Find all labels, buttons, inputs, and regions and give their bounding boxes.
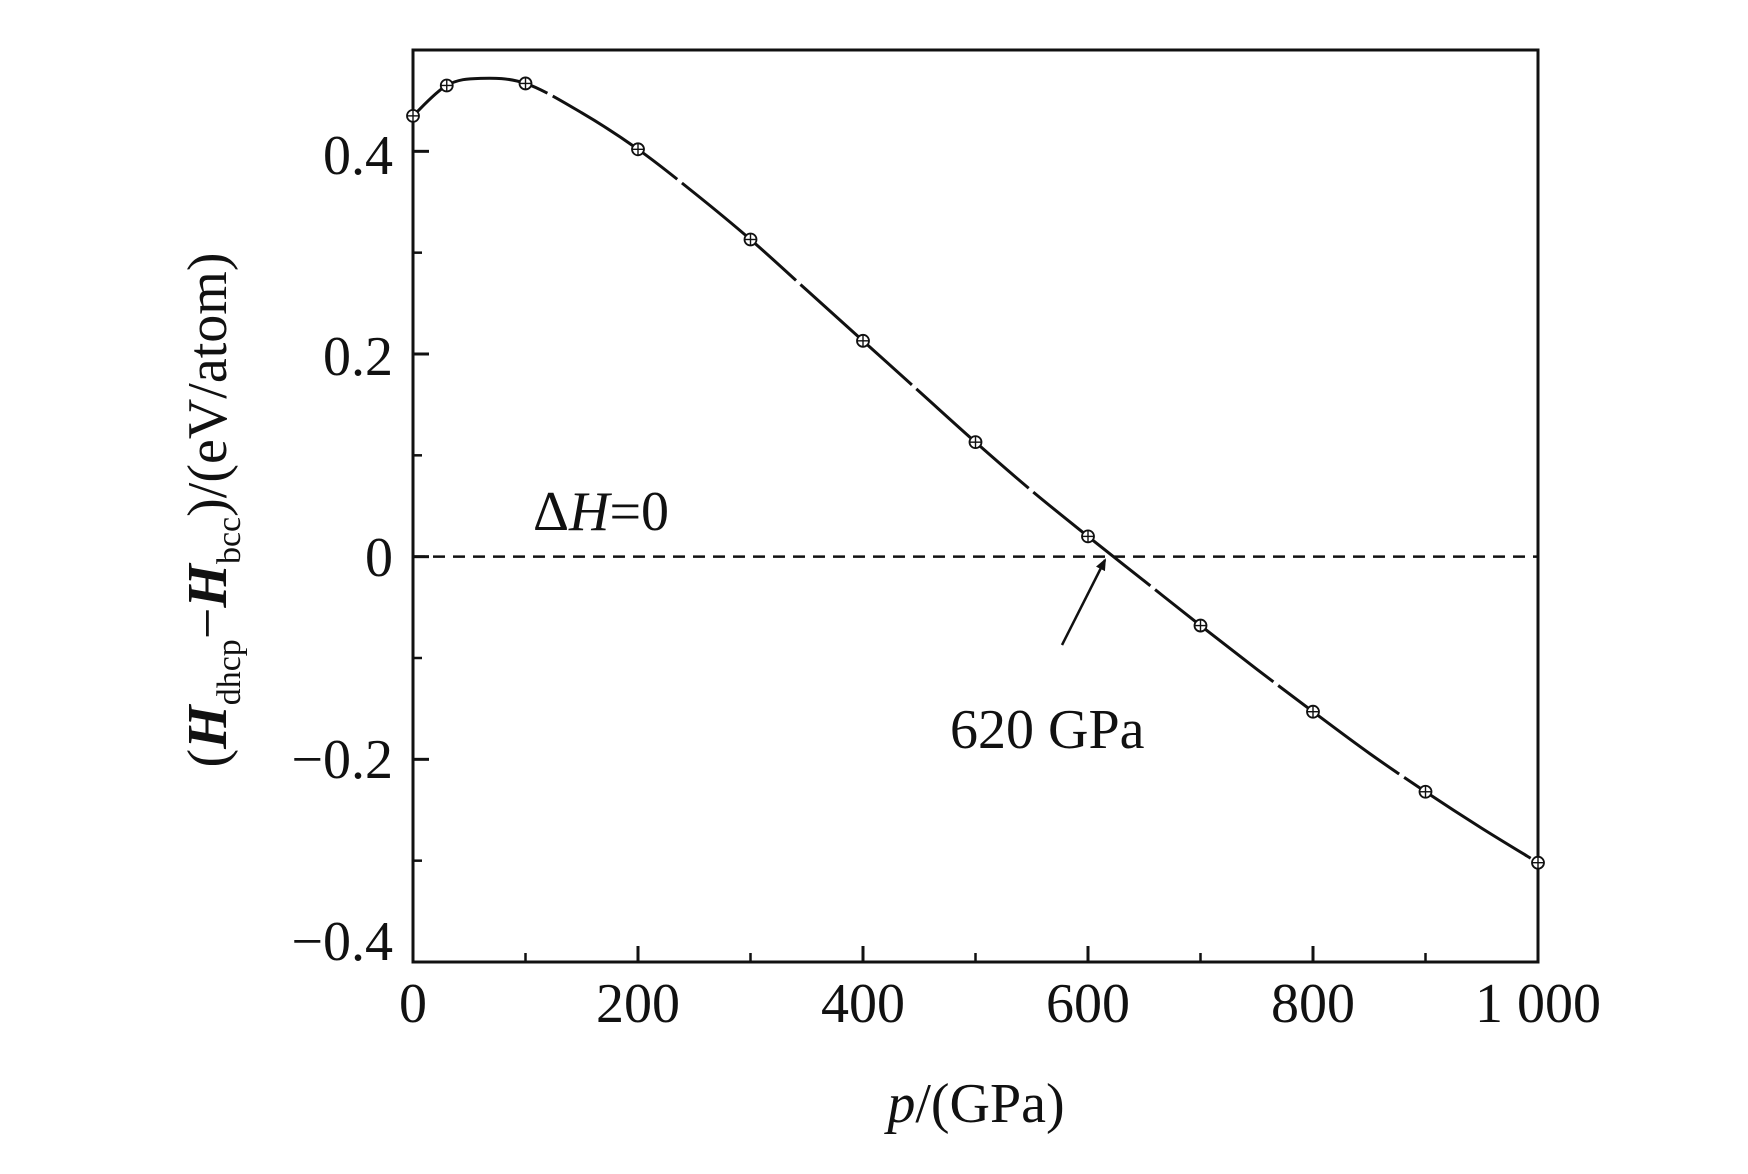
y-axis-sub2: bcc (211, 517, 248, 564)
x-tick-label: 200 (596, 973, 680, 1035)
data-point-marker (518, 76, 533, 91)
x-tick-label: 1 000 (1475, 973, 1601, 1035)
y-axis-open-paren: ( (177, 749, 239, 768)
crossing-label: 620 GPa (950, 699, 1145, 761)
data-point-marker (1306, 704, 1320, 719)
crossing-arrow (1060, 558, 1107, 646)
y-axis-h2: H (177, 563, 239, 609)
x-tick-label: 800 (1271, 973, 1355, 1035)
y-axis-sub1: dhcp (211, 639, 248, 705)
data-point-marker (1081, 529, 1095, 544)
y-tick-label: −0.2 (291, 729, 393, 791)
x-axis-title: p/(GPa) (883, 1073, 1064, 1135)
y-axis-title: (Hdhcp−Hbcc)/(eV/atom) (177, 253, 248, 768)
data-point-marker (1193, 618, 1208, 633)
data-point-marker (1531, 855, 1545, 870)
series-group (411, 76, 1539, 864)
data-point-marker (968, 435, 983, 450)
delta-h-variable: H (568, 481, 612, 543)
y-tick-labels: −0.4 −0.2 0 0.2 0.4 (291, 125, 393, 973)
x-tick-label: 600 (1046, 973, 1130, 1035)
x-tick-labels: 0 200 400 600 800 1 000 (399, 973, 1601, 1035)
x-axis-unit: /(GPa) (915, 1073, 1064, 1135)
data-point-marker (1418, 784, 1433, 799)
y-axis-unit: )/(eV/atom) (177, 253, 239, 517)
delta-h-label: ΔH=0 (533, 481, 669, 543)
y-tick-label: 0.2 (323, 326, 393, 388)
y-axis-minus: − (177, 608, 239, 640)
data-point-marker (743, 232, 758, 247)
delta-h-equals: =0 (609, 481, 669, 543)
y-tick-label: 0 (365, 527, 393, 589)
delta-symbol: Δ (533, 481, 569, 543)
x-tick-label: 0 (399, 973, 427, 1035)
data-point-marker (439, 78, 454, 93)
y-tick-label: −0.4 (291, 911, 393, 973)
x-axis-variable: p (883, 1073, 915, 1135)
data-point-marker (406, 108, 420, 123)
data-point-marker (631, 142, 645, 157)
data-point-marker (856, 333, 870, 348)
x-tick-label: 400 (821, 973, 905, 1035)
series-line (411, 76, 1539, 864)
y-axis-h1: H (177, 704, 239, 750)
y-tick-label: 0.4 (323, 125, 393, 187)
marker-group (406, 76, 1545, 870)
